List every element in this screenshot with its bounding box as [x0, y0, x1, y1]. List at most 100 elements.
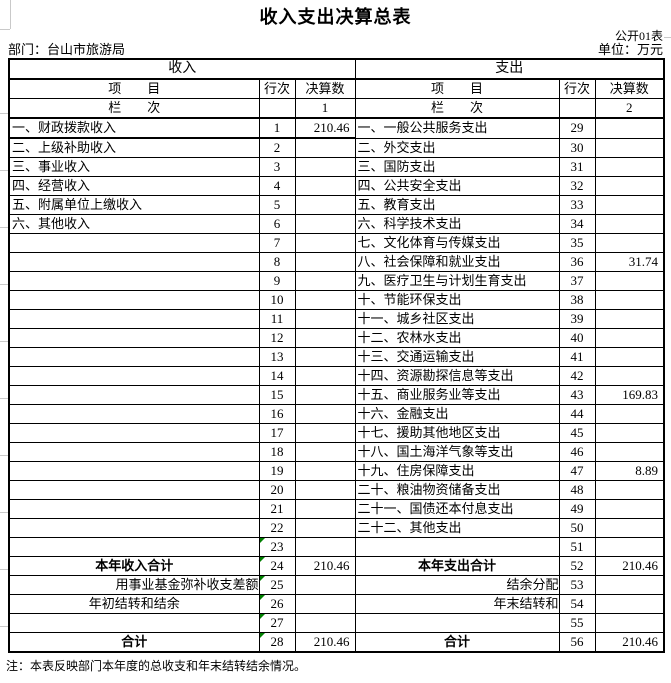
expense-amount	[594, 117, 665, 139]
expense-line-number: 35	[558, 233, 596, 253]
income-line-number-text: 10	[270, 292, 284, 307]
income-line-number: 14	[258, 366, 296, 386]
doc-label: 公开01表	[614, 29, 663, 43]
income-item-label: 五、附属单位上缴收入	[8, 195, 260, 215]
income-amount: 210.46	[294, 556, 356, 576]
income-item-label	[8, 309, 260, 329]
income-amount	[294, 594, 356, 614]
expense-line-number-text: 30	[570, 139, 584, 155]
expense-line-number-text: 38	[570, 292, 584, 307]
income-amount	[294, 195, 356, 215]
expense-amount	[594, 518, 665, 538]
income-amount	[294, 309, 356, 329]
income-line-number: 16	[258, 404, 296, 424]
income-line-number-text: 26	[270, 596, 284, 611]
income-amount	[294, 328, 356, 348]
income-item-label: 六、其他收入	[8, 214, 260, 234]
expense-line-number-text: 52	[570, 558, 584, 573]
expense-amount: 31.74	[594, 252, 665, 272]
expense-line-number: 54	[558, 594, 596, 614]
income-amount	[294, 499, 356, 519]
expense-line-number: 48	[558, 480, 596, 500]
cell-comment-marker-icon	[260, 633, 265, 638]
table-row: 合计 28 210.46 合计 56 210.46	[8, 632, 665, 653]
expense-index-label: 栏 次	[354, 98, 560, 119]
income-line-number: 18	[258, 442, 296, 462]
income-line-number: 15	[258, 385, 296, 405]
table-row: 7 七、文化体育与传媒支出 35	[8, 233, 665, 253]
table-row: 用事业基金弥补收支差额 25 结余分配 53	[8, 575, 665, 595]
income-item-label: 四、经营收入	[8, 176, 260, 196]
margin-gridline-vertical	[10, 0, 11, 29]
income-line-number: 12	[258, 328, 296, 348]
income-amount	[294, 385, 356, 405]
expense-line-number: 39	[558, 309, 596, 329]
expense-line-number: 33	[558, 195, 596, 215]
income-item-label	[8, 613, 260, 633]
income-amount	[294, 537, 356, 557]
expense-item-label: 十九、住房保障支出	[354, 461, 560, 481]
income-line-number: 7	[258, 233, 296, 253]
income-amount	[294, 613, 356, 633]
income-item-label: 本年收入合计	[8, 556, 260, 576]
expense-item-label: 三、国防支出	[354, 157, 560, 177]
expense-item-label: 十六、金融支出	[354, 404, 560, 424]
expense-line-number-text: 56	[570, 634, 584, 649]
table-row: 8 八、社会保障和就业支出 36 31.74	[8, 252, 665, 272]
expense-line-number: 40	[558, 328, 596, 348]
expense-amount	[594, 137, 665, 158]
expense-line-number: 34	[558, 214, 596, 234]
income-amount	[294, 442, 356, 462]
income-line-number-text: 27	[270, 615, 284, 630]
expense-line-number-text: 42	[570, 368, 584, 383]
expense-line-number: 42	[558, 366, 596, 386]
table-header-sections: 收入 支出	[8, 58, 665, 80]
expense-line-number: 51	[558, 537, 596, 557]
income-amount	[294, 233, 356, 253]
income-line-number: 24	[258, 556, 296, 576]
expense-line-number: 38	[558, 290, 596, 310]
income-line-number-text: 3	[273, 159, 281, 174]
table-row: 22 二十二、其他支出 50	[8, 518, 665, 538]
expense-amount	[594, 347, 665, 367]
expense-line-number-text: 46	[570, 444, 584, 459]
income-amount	[294, 176, 356, 196]
expense-amount: 169.83	[594, 385, 665, 405]
income-item-label	[8, 442, 260, 462]
expense-amount: 210.46	[594, 632, 665, 653]
income-item-label	[8, 480, 260, 500]
expense-line-number: 50	[558, 518, 596, 538]
table-row: 19 十九、住房保障支出 47 8.89	[8, 461, 665, 481]
expense-line-number: 56	[558, 632, 596, 653]
income-section-header: 收入	[8, 58, 356, 80]
income-line-number: 5	[258, 195, 296, 215]
expense-amount	[594, 575, 665, 595]
expense-item-label: 九、医疗卫生与计划生育支出	[354, 271, 560, 291]
expense-amount	[594, 328, 665, 348]
expense-amount	[594, 290, 665, 310]
margin-gridline-horizontal	[0, 29, 10, 30]
expense-item-label: 十七、援助其他地区支出	[354, 423, 560, 443]
expense-amount	[594, 271, 665, 291]
expense-amount	[594, 366, 665, 386]
expense-item-label: 二十、粮油物资储备支出	[354, 480, 560, 500]
expense-amount	[594, 480, 665, 500]
income-amount	[294, 480, 356, 500]
table-row: 四、经营收入 4 四、公共安全支出 32	[8, 176, 665, 196]
income-item-label	[8, 347, 260, 367]
income-amount	[294, 366, 356, 386]
expense-item-label	[354, 537, 560, 557]
income-line-number: 21	[258, 499, 296, 519]
expense-line-column-header: 行次	[558, 78, 596, 99]
expense-amount	[594, 233, 665, 253]
expense-item-label: 七、文化体育与传媒支出	[354, 233, 560, 253]
income-line-number: 6	[258, 214, 296, 234]
table-row: 18 十八、国土海洋气象等支出 46	[8, 442, 665, 462]
income-line-number-text: 5	[273, 197, 281, 212]
expense-line-number-text: 36	[570, 254, 584, 269]
income-amount	[294, 404, 356, 424]
expense-item-label: 八、社会保障和就业支出	[354, 252, 560, 272]
table-row: 13 十三、交通运输支出 41	[8, 347, 665, 367]
income-line-number-text: 9	[273, 273, 281, 288]
